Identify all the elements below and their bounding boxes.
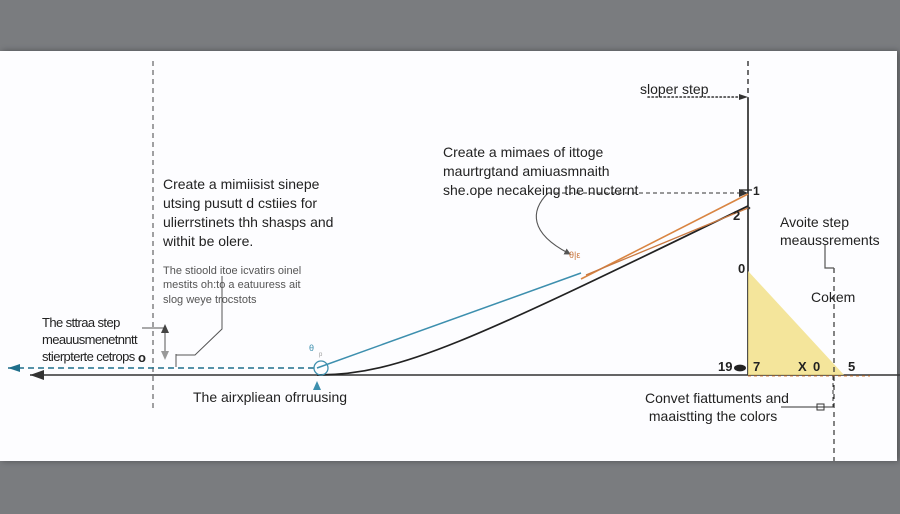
svg-text:θ|ε: θ|ε (569, 250, 580, 260)
svg-text:θ: θ (309, 343, 314, 353)
svg-text:p: p (319, 352, 323, 358)
